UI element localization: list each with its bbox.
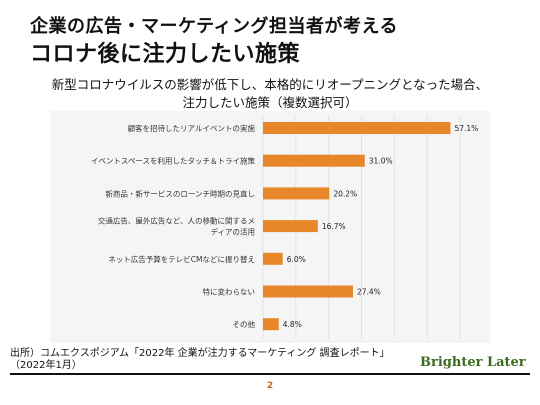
title-line-2: コロナ後に注力したい施策 bbox=[30, 42, 301, 67]
data-label: 31.0% bbox=[369, 157, 393, 166]
bar bbox=[263, 252, 283, 265]
category-label: 新商品・新サービスのローンチ時期の見直し bbox=[105, 188, 255, 198]
source-line-2: （2022年1月） bbox=[10, 360, 82, 371]
bar bbox=[263, 285, 353, 298]
category-label: ネット広告予算をテレビCMなどに振り替え bbox=[108, 254, 255, 264]
bar-chart: 57.1% 顧客を招待したリアルイベントの実施 31.0% イベントスペースを利用した… bbox=[50, 111, 490, 343]
category-label: 特に変わらない bbox=[203, 287, 256, 297]
data-label: 27.4% bbox=[357, 288, 381, 297]
footer-divider bbox=[10, 373, 530, 375]
chart-subtitle-line-2: 注力したい施策（複数選択可） bbox=[182, 95, 358, 110]
bar bbox=[263, 122, 451, 134]
category-label: 顧客を招待したリアルイベントの実施 bbox=[128, 123, 256, 133]
bar bbox=[263, 154, 365, 167]
title-line-1: 企業の広告・マーケティング担当者が考える bbox=[30, 16, 399, 37]
bar bbox=[263, 187, 330, 200]
bar bbox=[263, 220, 318, 233]
chart-subtitle-line-1: 新型コロナウイルスの影響が低下し、本格的にリオープニングとなった場合、 bbox=[51, 77, 489, 92]
chart-subtitle: 新型コロナウイルスの影響が低下し、本格的にリオープニングとなった場合、 注力した… bbox=[0, 76, 540, 112]
page-number: 2 bbox=[266, 381, 274, 391]
bar-chart-svg: 57.1% 顧客を招待したリアルイベントの実施 31.0% イベントスペースを利用した… bbox=[91, 115, 478, 339]
data-label: 16.7% bbox=[322, 222, 346, 231]
data-label: 4.8% bbox=[283, 320, 302, 329]
data-label: 20.2% bbox=[333, 189, 357, 198]
category-label: ディアの活用 bbox=[211, 227, 255, 237]
brand-logo: Brighter Later bbox=[420, 355, 526, 370]
data-label: 6.0% bbox=[287, 255, 306, 264]
category-label: イベントスペースを利用したタッチ＆トライ施策 bbox=[91, 156, 256, 166]
category-label: その他 bbox=[233, 319, 256, 329]
source-note: 出所）コムエクスポジアム「2022年 企業が注力するマーケティング 調査レポート… bbox=[10, 348, 390, 372]
data-label: 57.1% bbox=[454, 124, 478, 133]
bar bbox=[263, 318, 279, 331]
source-line-1: 出所）コムエクスポジアム「2022年 企業が注力するマーケティング 調査レポート… bbox=[10, 348, 390, 359]
category-label: 交通広告、屋外広告など、人の移動に関するメ bbox=[98, 216, 255, 226]
